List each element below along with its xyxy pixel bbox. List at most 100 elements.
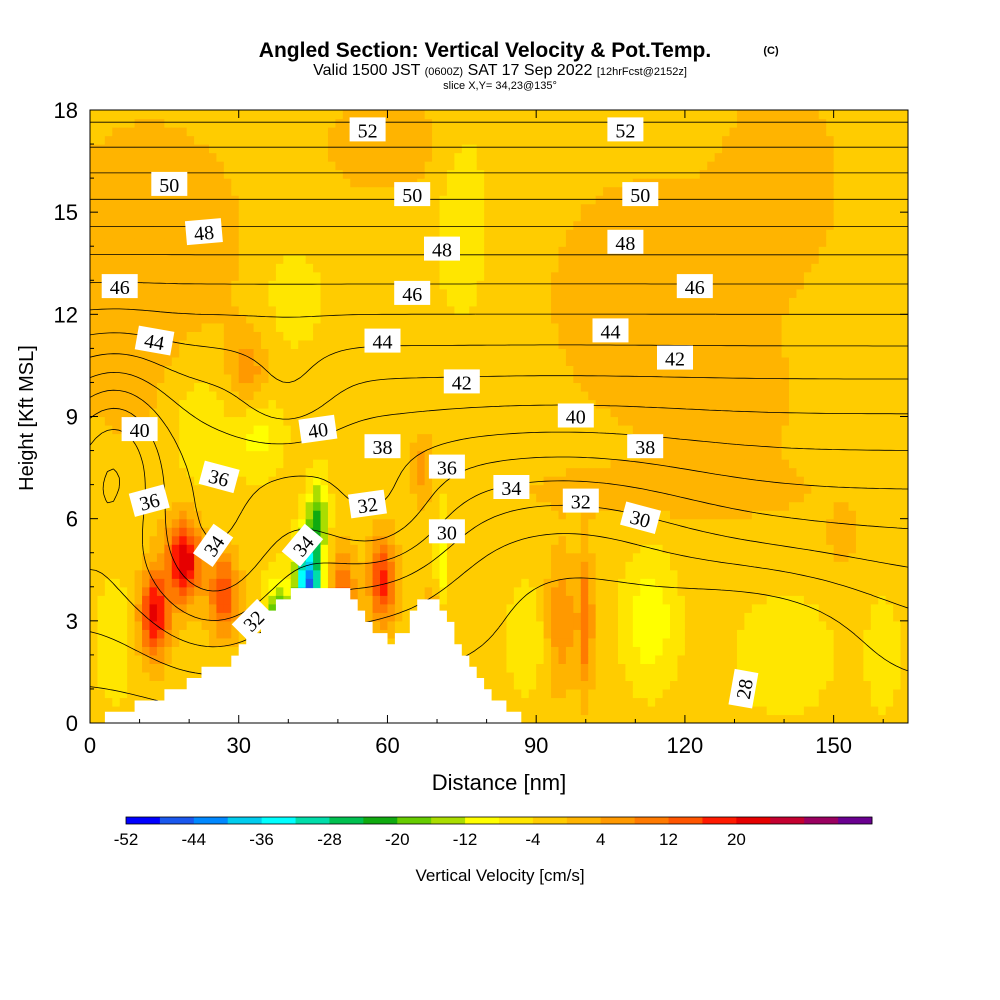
velocity-cell xyxy=(171,297,180,307)
velocity-cell xyxy=(171,152,180,162)
velocity-cell xyxy=(208,144,218,154)
velocity-cell xyxy=(246,510,255,520)
velocity-cell xyxy=(149,348,158,358)
velocity-cell xyxy=(246,518,255,528)
velocity-cell xyxy=(186,527,195,537)
velocity-cell xyxy=(238,484,247,494)
velocity-cell xyxy=(551,229,560,239)
velocity-cell xyxy=(313,390,322,401)
velocity-cell xyxy=(580,263,589,273)
velocity-cell xyxy=(201,484,210,494)
velocity-cell xyxy=(335,510,344,520)
velocity-cell xyxy=(216,161,225,171)
velocity-cell xyxy=(134,382,143,392)
velocity-cell xyxy=(156,552,165,562)
velocity-cell xyxy=(194,484,203,494)
velocity-cell xyxy=(350,212,359,222)
velocity-cell xyxy=(127,407,136,418)
velocity-cell xyxy=(171,322,180,332)
velocity-cell xyxy=(231,646,240,656)
velocity-cell xyxy=(461,297,470,307)
velocity-cell xyxy=(134,135,143,145)
velocity-cell xyxy=(588,637,597,647)
velocity-cell xyxy=(164,263,173,273)
velocity-cell xyxy=(513,425,522,435)
velocity-cell xyxy=(588,510,597,520)
velocity-cell xyxy=(313,169,322,179)
velocity-cell xyxy=(261,373,270,384)
velocity-cell xyxy=(380,510,389,520)
velocity-cell xyxy=(528,544,537,554)
velocity-cell xyxy=(194,586,203,596)
velocity-cell xyxy=(402,322,411,332)
velocity-cell xyxy=(231,629,240,639)
velocity-cell xyxy=(253,476,262,486)
velocity-cell xyxy=(127,135,136,145)
velocity-cell xyxy=(439,586,448,596)
velocity-cell xyxy=(283,212,292,222)
velocity-cell xyxy=(194,425,203,435)
velocity-cell xyxy=(246,322,255,332)
velocity-cell xyxy=(246,229,255,239)
velocity-cell xyxy=(543,373,552,384)
velocity-cell xyxy=(603,714,612,723)
velocity-cell xyxy=(134,620,143,630)
velocity-cell xyxy=(231,348,240,358)
velocity-cell xyxy=(461,203,470,213)
velocity-cell xyxy=(432,476,441,486)
velocity-cell xyxy=(119,629,128,639)
velocity-cell xyxy=(521,646,530,656)
velocity-cell xyxy=(491,425,500,435)
velocity-cell xyxy=(216,212,225,222)
velocity-cell xyxy=(327,510,336,520)
velocity-cell xyxy=(417,382,426,392)
velocity-cell xyxy=(365,561,374,571)
velocity-cell xyxy=(335,356,344,367)
velocity-cell xyxy=(97,484,106,494)
velocity-cell xyxy=(335,144,344,154)
velocity-cell xyxy=(506,203,515,213)
velocity-cell xyxy=(394,161,403,171)
velocity-cell xyxy=(179,663,188,673)
velocity-cell xyxy=(90,561,99,571)
velocity-cell xyxy=(164,552,173,562)
velocity-cell xyxy=(588,705,597,716)
velocity-cell xyxy=(261,433,270,443)
velocity-cell xyxy=(261,518,270,528)
velocity-cell xyxy=(164,212,173,222)
velocity-cell xyxy=(216,263,225,273)
velocity-cell xyxy=(536,493,545,503)
velocity-cell xyxy=(595,297,604,307)
velocity-cell xyxy=(142,450,151,460)
velocity-cell xyxy=(305,339,314,349)
velocity-cell xyxy=(149,544,158,554)
velocity-cell xyxy=(476,348,485,358)
velocity-cell xyxy=(112,186,121,196)
velocity-cell xyxy=(402,331,411,341)
velocity-cell xyxy=(90,280,99,290)
velocity-cell xyxy=(432,382,441,392)
velocity-cell xyxy=(357,442,366,452)
velocity-cell xyxy=(454,322,463,332)
velocity-cell xyxy=(350,161,359,171)
velocity-cell xyxy=(149,671,158,682)
velocity-cell xyxy=(164,280,173,290)
velocity-cell xyxy=(327,186,336,196)
velocity-cell xyxy=(201,169,210,179)
velocity-cell xyxy=(104,646,113,656)
velocity-cell xyxy=(439,263,448,273)
velocity-cell xyxy=(261,356,270,367)
velocity-cell xyxy=(104,118,113,128)
velocity-cell xyxy=(246,425,255,435)
velocity-cell xyxy=(231,288,240,298)
velocity-cell xyxy=(350,561,359,571)
velocity-cell xyxy=(164,382,173,392)
velocity-cell xyxy=(543,271,552,281)
velocity-cell xyxy=(313,459,322,469)
velocity-cell xyxy=(223,144,232,154)
velocity-cell xyxy=(528,212,537,222)
velocity-cell xyxy=(201,118,210,128)
velocity-cell xyxy=(595,382,604,392)
velocity-cell xyxy=(283,322,292,332)
velocity-cell xyxy=(149,390,158,401)
